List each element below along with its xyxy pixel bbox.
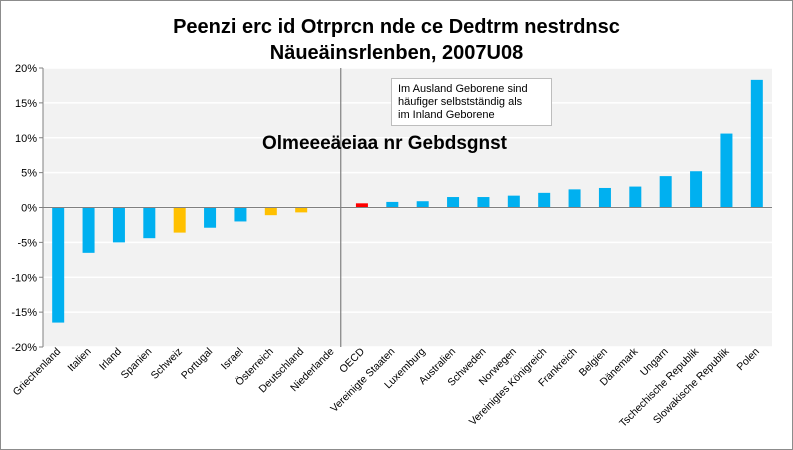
bar xyxy=(690,171,703,208)
bar xyxy=(720,133,733,208)
x-tick-label: Israel xyxy=(219,346,246,373)
annotation-box: Im Ausland Geborene sind häufiger selbst… xyxy=(391,78,552,126)
bar xyxy=(173,207,186,233)
bar xyxy=(112,207,125,243)
bar xyxy=(538,192,551,208)
bar xyxy=(447,197,460,208)
y-tick-label: -15% xyxy=(11,307,37,319)
x-tick-label: Polen xyxy=(734,346,762,374)
y-tick-label: 5% xyxy=(21,168,37,180)
y-tick-label: 0% xyxy=(21,203,37,215)
bar xyxy=(416,201,429,208)
y-tick-label: 10% xyxy=(15,133,37,145)
bar xyxy=(629,186,642,208)
bar xyxy=(204,207,217,228)
bar xyxy=(598,187,611,208)
y-tick-label: 20% xyxy=(15,63,37,75)
chart-title: Peenzi erc id Otrprcn nde ce Dedtrm nest… xyxy=(173,16,620,38)
x-tick-label: Irland xyxy=(97,346,124,373)
bar xyxy=(659,176,672,208)
x-tick-label: Italien xyxy=(65,346,93,374)
y-tick-label: -10% xyxy=(11,272,37,284)
x-tick-label: Portugal xyxy=(179,346,215,382)
bar xyxy=(568,189,581,208)
bar xyxy=(477,197,490,208)
annotation-line: häufiger selbstständig als xyxy=(398,96,523,108)
y-tick-label: -20% xyxy=(11,342,37,354)
bar xyxy=(143,207,156,239)
bar xyxy=(264,207,277,216)
x-tick-label: Schweiz xyxy=(149,346,185,382)
annotation-line: im Inland Geborene xyxy=(398,109,495,121)
overlay-label: Olmeeeäeiaa nr Gebdsgnst xyxy=(262,133,507,154)
x-tick-label: Spanien xyxy=(119,346,155,382)
y-tick-label: -5% xyxy=(17,237,37,249)
bar xyxy=(52,207,65,323)
bar xyxy=(750,79,763,208)
bar xyxy=(507,195,520,208)
chart-subtitle: Näueäinsrlenben, 2007U08 xyxy=(269,42,524,64)
annotation-line: Im Ausland Geborene sind xyxy=(398,83,528,95)
bar xyxy=(234,207,247,222)
bar xyxy=(295,207,308,213)
bar xyxy=(82,207,95,253)
bar xyxy=(386,201,399,208)
y-tick-label: 15% xyxy=(15,98,37,110)
bar xyxy=(355,203,368,208)
